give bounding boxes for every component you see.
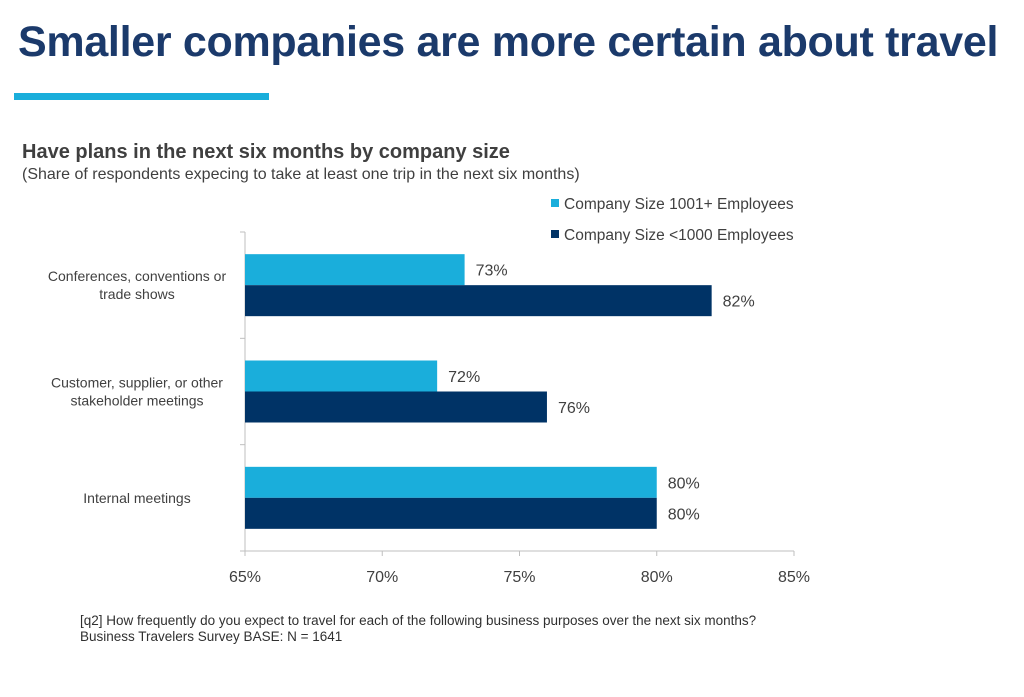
x-tick-label: 80%: [641, 569, 673, 586]
x-tick-label: 65%: [229, 569, 261, 586]
legend-label: Company Size 1001+ Employees: [564, 196, 794, 213]
category-label: Conferences, conventions or: [48, 268, 227, 284]
bar: [245, 360, 438, 392]
category-label: stakeholder meetings: [70, 393, 203, 409]
x-tick-label: 85%: [778, 569, 810, 586]
category-label: trade shows: [99, 286, 174, 302]
legend-label: Company Size <1000 Employees: [564, 227, 794, 244]
footnote-base: Business Travelers Survey BASE: N = 1641: [80, 629, 343, 644]
category-label: Internal meetings: [83, 490, 190, 506]
legend-swatch: [551, 199, 559, 207]
title-accent-bar: [14, 93, 269, 100]
bar: [245, 391, 547, 423]
data-label: 80%: [668, 506, 700, 523]
data-label: 82%: [723, 294, 755, 311]
bar: [245, 466, 657, 498]
slide-title: Smaller companies are more certain about…: [18, 18, 999, 66]
chart-title: Have plans in the next six months by com…: [22, 141, 510, 163]
data-label: 80%: [668, 475, 700, 492]
bar: [245, 497, 657, 529]
footnote: [q2] How frequently do you expect to tra…: [80, 613, 780, 645]
footnote-question: [q2] How frequently do you expect to tra…: [80, 613, 757, 628]
bar: [245, 254, 465, 286]
x-tick-label: 70%: [366, 569, 398, 586]
data-label: 76%: [558, 400, 590, 417]
data-label: 72%: [448, 369, 480, 386]
x-tick-label: 75%: [503, 569, 535, 586]
data-label: 73%: [476, 263, 508, 280]
bar: [245, 285, 712, 317]
category-label: Customer, supplier, or other: [51, 375, 223, 391]
chart-subtitle: (Share of respondents expecing to take a…: [22, 166, 580, 183]
legend-swatch: [551, 230, 559, 238]
